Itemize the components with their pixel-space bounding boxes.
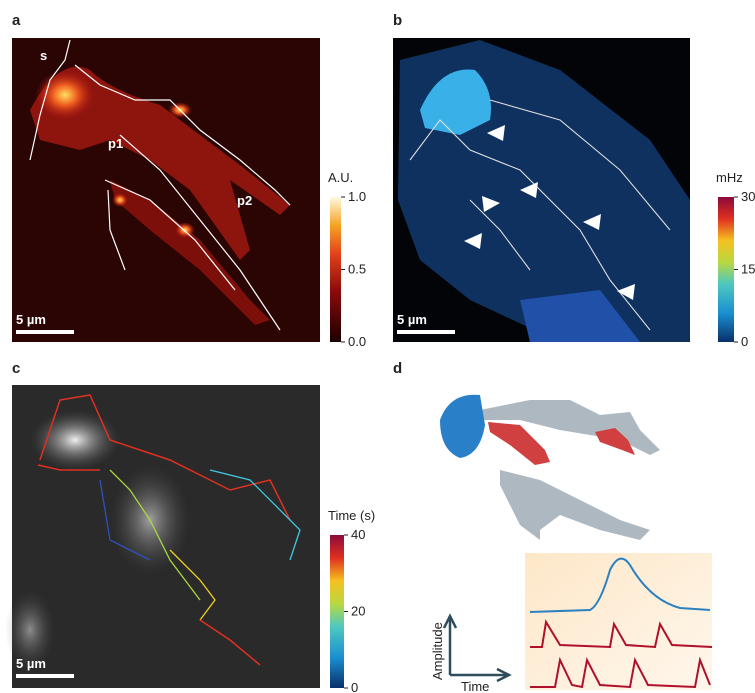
panel-b: b 5 µm [393,12,690,342]
figure: a s p1 p2 5 µm b 5 µm c [0,0,755,693]
annotation: p1 [108,136,123,151]
panel-c: c 5 µm [5,360,320,688]
x-axis-label: Time [461,679,489,693]
colorbar-tick-label: 40 [351,527,365,542]
y-axis-label: Amplitude [430,622,445,680]
soma [35,70,95,120]
colorbar-title: A.U. [328,170,353,185]
hotspot [112,193,128,207]
soma [440,395,485,458]
scale-bar [397,330,455,334]
panel-d: d Amplitude Time [393,360,712,693]
colorbar-tick-label: 30 [741,189,755,204]
colorbar [718,197,734,342]
soma [30,410,120,470]
scale-bar [16,674,74,678]
colorbar-title: mHz [716,170,743,185]
scale-bar-label: 5 µm [397,312,427,327]
trace-box [525,553,712,690]
colorbar-tick-label: 20 [351,604,365,619]
colorbar-title: Time (s) [328,508,375,523]
colorbar-tick-label: 1.0 [348,189,366,204]
annotation: p2 [237,193,252,208]
colorbar-tick-label: 0 [741,334,748,349]
scale-bar-label: 5 µm [16,656,46,671]
colorbar [330,535,344,688]
annotation: s [40,48,47,63]
colorbar [330,197,341,342]
process [488,422,550,465]
colorbar-tick-label: 0.0 [348,334,366,349]
colorbar-tick-label: 15 [741,262,755,277]
scale-bar-label: 5 µm [16,312,46,327]
dendrite [500,470,650,540]
panel-label: b [393,12,402,29]
panel-label: c [12,360,20,377]
panel-a: a s p1 p2 5 µm [12,12,320,342]
colorbar-tick-label: 0 [351,680,358,693]
colorbar-tick-label: 0.5 [348,262,366,277]
scale-bar [16,330,74,334]
panel-label: a [12,12,21,29]
panel-label: d [393,360,402,377]
axes-arrows [444,616,509,681]
